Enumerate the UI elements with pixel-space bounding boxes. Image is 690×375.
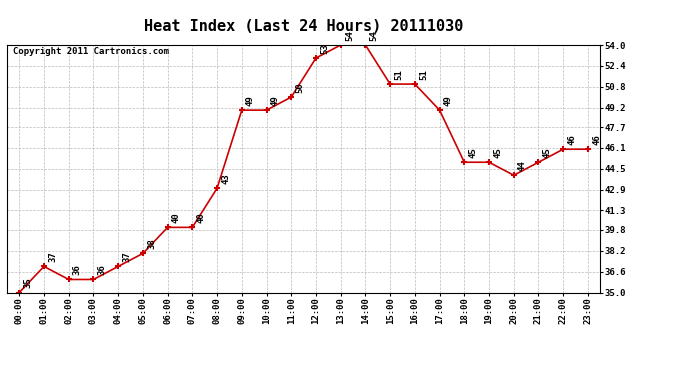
Text: 51: 51 [419, 69, 428, 80]
Text: 53: 53 [320, 43, 329, 54]
Text: 44: 44 [518, 160, 527, 171]
Text: Copyright 2011 Cartronics.com: Copyright 2011 Cartronics.com [13, 48, 169, 57]
Text: 36: 36 [97, 264, 106, 275]
Text: 45: 45 [542, 147, 551, 158]
Text: 36: 36 [73, 264, 82, 275]
Text: 38: 38 [147, 238, 156, 249]
Text: 46: 46 [567, 134, 576, 145]
Text: 45: 45 [493, 147, 502, 158]
Text: 45: 45 [469, 147, 477, 158]
Text: 49: 49 [444, 95, 453, 106]
Text: 37: 37 [48, 252, 57, 262]
Text: 54: 54 [370, 30, 379, 41]
Text: 40: 40 [197, 213, 206, 223]
Text: 35: 35 [23, 278, 32, 288]
Text: 46: 46 [592, 134, 601, 145]
Text: 51: 51 [394, 69, 403, 80]
Text: 40: 40 [172, 213, 181, 223]
Text: 43: 43 [221, 173, 230, 184]
Text: 49: 49 [246, 95, 255, 106]
Text: 49: 49 [270, 95, 279, 106]
Text: Heat Index (Last 24 Hours) 20111030: Heat Index (Last 24 Hours) 20111030 [144, 19, 463, 34]
Text: 50: 50 [295, 82, 304, 93]
Text: 54: 54 [345, 30, 354, 41]
Text: 37: 37 [122, 252, 131, 262]
